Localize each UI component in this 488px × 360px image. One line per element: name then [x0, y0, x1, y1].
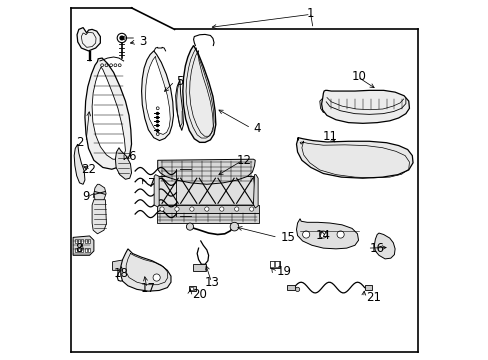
Ellipse shape [189, 207, 194, 211]
Bar [84, 248, 86, 252]
Circle shape [302, 231, 309, 238]
Polygon shape [183, 45, 215, 142]
Bar [188, 286, 196, 291]
Bar [274, 261, 278, 267]
Ellipse shape [174, 207, 179, 211]
Polygon shape [373, 233, 394, 259]
Polygon shape [115, 148, 131, 179]
Text: 3: 3 [139, 35, 146, 49]
Polygon shape [94, 184, 106, 203]
Ellipse shape [204, 207, 208, 211]
Text: 9: 9 [82, 190, 89, 203]
Text: 6: 6 [128, 150, 135, 163]
Bar [78, 239, 80, 243]
Polygon shape [73, 236, 94, 255]
Polygon shape [156, 205, 258, 213]
Ellipse shape [249, 207, 253, 211]
Circle shape [186, 223, 193, 230]
Polygon shape [92, 200, 106, 234]
Polygon shape [175, 80, 183, 131]
Polygon shape [321, 90, 408, 123]
Bar [192, 264, 206, 271]
Polygon shape [158, 159, 255, 184]
Bar [88, 239, 90, 243]
Ellipse shape [160, 207, 164, 211]
Bar [81, 239, 83, 243]
Text: 1: 1 [306, 7, 314, 20]
Text: 19: 19 [276, 265, 291, 278]
Text: 4: 4 [253, 122, 261, 135]
Bar [286, 285, 294, 291]
Circle shape [153, 274, 160, 281]
Text: 2: 2 [76, 136, 84, 149]
Bar [75, 239, 77, 243]
Bar [190, 287, 192, 291]
Text: 14: 14 [315, 229, 330, 242]
Text: 12: 12 [237, 154, 251, 167]
Polygon shape [142, 51, 173, 140]
Polygon shape [74, 144, 85, 184]
Bar [78, 248, 80, 252]
Polygon shape [296, 219, 358, 249]
Polygon shape [158, 176, 255, 205]
Polygon shape [253, 175, 258, 208]
Text: 16: 16 [369, 242, 384, 255]
Polygon shape [319, 98, 325, 113]
Ellipse shape [219, 207, 224, 211]
Polygon shape [154, 175, 159, 207]
Bar [84, 239, 86, 243]
Text: 5: 5 [176, 75, 183, 88]
Ellipse shape [234, 207, 239, 211]
Text: 7: 7 [147, 177, 155, 190]
Text: 20: 20 [192, 288, 207, 301]
Polygon shape [112, 259, 130, 270]
Text: 10: 10 [351, 69, 366, 82]
Text: 11: 11 [323, 130, 337, 144]
Bar [269, 261, 279, 268]
Text: 18: 18 [113, 267, 128, 280]
Bar [88, 248, 90, 252]
Circle shape [336, 231, 344, 238]
Polygon shape [92, 67, 125, 159]
Bar [81, 248, 83, 252]
Text: 13: 13 [204, 276, 219, 289]
Circle shape [319, 231, 326, 238]
Bar [75, 248, 77, 252]
Text: 21: 21 [366, 291, 381, 304]
Circle shape [295, 287, 299, 292]
Text: 17: 17 [140, 282, 155, 295]
Bar [364, 285, 371, 291]
Text: 8: 8 [75, 242, 82, 255]
Polygon shape [145, 56, 170, 134]
Polygon shape [156, 213, 258, 223]
Text: 15: 15 [280, 231, 295, 244]
Polygon shape [85, 58, 131, 169]
Circle shape [120, 36, 123, 40]
Polygon shape [121, 249, 171, 291]
Text: 22: 22 [81, 163, 96, 176]
Bar [270, 261, 273, 267]
Polygon shape [296, 138, 412, 178]
Polygon shape [77, 28, 100, 51]
Circle shape [230, 222, 238, 231]
